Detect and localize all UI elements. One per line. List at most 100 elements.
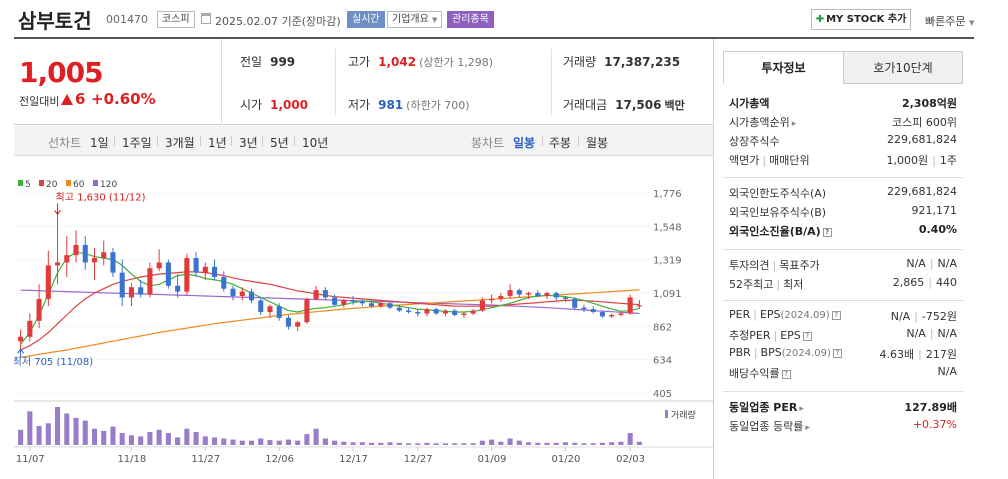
volume-bar	[378, 442, 384, 445]
info-value: 2,865 | 440	[893, 276, 957, 289]
info-row: 상장주식수 229,681,824	[729, 133, 957, 151]
candle-body	[165, 262, 171, 286]
candle-body	[470, 310, 476, 314]
candle-body	[193, 258, 199, 273]
price-box: 1,005 전일대비 6 +0.60%	[14, 39, 222, 125]
tab-invest-info[interactable]: 투자정보	[723, 51, 844, 84]
line-chart-label[interactable]: 선차트	[48, 136, 82, 150]
info-key-label-2: EPS	[759, 308, 781, 321]
info-section-divider	[723, 249, 963, 250]
legend-label: 20	[46, 180, 58, 190]
volume-bar	[138, 436, 144, 445]
volume-bar	[526, 442, 532, 445]
candle-body	[119, 272, 125, 298]
period-divider	[231, 136, 232, 146]
info-row: 외국인한도주식수(A) 229,681,824	[729, 185, 957, 203]
quick-order-dropdown[interactable]: 빠른주문 ▼	[925, 13, 974, 29]
info-value: 229,681,824	[887, 185, 957, 198]
tab-hoga-10[interactable]: 호가10단계	[843, 51, 963, 84]
info-value-1: N/A	[906, 327, 926, 340]
help-icon[interactable]: ?	[831, 311, 841, 320]
period-10y[interactable]: 10년	[302, 136, 329, 150]
stock-chart[interactable]: 5 20 60 120 1,776 1,548 1,319 1,091 862 634 405 최…	[14, 157, 713, 479]
volume-bar	[304, 434, 310, 445]
candle-weekly[interactable]: 주봉	[549, 136, 572, 150]
candle-body	[378, 303, 384, 307]
volume-bar	[553, 442, 559, 445]
candle-body	[128, 287, 134, 298]
period-1y[interactable]: 1년	[208, 136, 227, 150]
x-tick-label: 11/27	[191, 454, 220, 465]
info-key-label: 투자의견	[729, 259, 770, 272]
info-row: 시가총액 2,308억원	[729, 95, 957, 113]
candle-body	[73, 244, 79, 256]
realtime-badge[interactable]: 실시간	[347, 11, 385, 28]
candle-body	[101, 252, 107, 259]
period-3m[interactable]: 3개월	[165, 136, 195, 150]
help-icon[interactable]: ?	[802, 332, 812, 341]
legend-label: 120	[100, 180, 117, 190]
arrow-right-icon[interactable]: ▸	[805, 423, 810, 433]
candle-body	[332, 297, 338, 305]
pipe-separator: |	[928, 276, 932, 289]
candle-body	[599, 312, 605, 317]
period-1w[interactable]: 1주일	[122, 136, 152, 150]
info-value: N/A | N/A	[906, 257, 957, 270]
period-5y[interactable]: 5년	[270, 136, 289, 150]
candle-body	[91, 258, 98, 263]
candle-body	[110, 252, 116, 273]
pipe-separator: |	[776, 278, 781, 291]
volume-bar	[544, 442, 550, 445]
info-key: 액면가 | 매매단위	[729, 152, 810, 168]
arrow-right-icon[interactable]: ▸	[799, 404, 804, 414]
info-value: 229,681,824	[887, 133, 957, 146]
base-date: 2025.02.07 기준(장마감)	[215, 15, 341, 28]
candle-body	[350, 300, 356, 302]
info-row: 외국인보유주식수(B) 921,171	[729, 204, 957, 222]
candle-body	[516, 290, 522, 295]
y-tick-label: 862	[653, 322, 672, 333]
candle-body	[147, 268, 153, 295]
arrow-right-icon[interactable]: ▸	[791, 119, 797, 129]
info-row: 투자의견 | 목표주가 N/A | N/A	[729, 257, 957, 275]
add-mystock-button[interactable]: ✚ MY STOCK 추가	[811, 9, 911, 30]
info-row[interactable]: 동일업종 등락률 ▸ +0.37%	[729, 418, 957, 436]
company-overview-dropdown[interactable]: 기업개요 ▼	[387, 11, 443, 28]
info-row[interactable]: 배당수익률? N/A	[729, 365, 957, 383]
help-icon[interactable]: ?	[781, 370, 791, 379]
candle-body	[267, 306, 273, 313]
volume-bar	[128, 435, 134, 445]
info-row[interactable]: 시가총액순위 ▸ 코스피 600위	[729, 114, 957, 132]
candle-body	[461, 313, 467, 315]
volume: 거래량 17,387,235	[563, 55, 681, 69]
managed-stock-badge: 관리종목	[447, 11, 494, 28]
candle-chart-label[interactable]: 봉차트	[471, 136, 505, 150]
info-value: N/A | N/A	[906, 327, 957, 340]
volume-bar	[387, 442, 393, 445]
info-row[interactable]: 외국인소진율(B/A)? 0.40%	[729, 223, 957, 241]
info-panel: 투자정보 호가10단계 시가총액 2,308억원 시가총액순위 ▸ 코스피 600위 상장…	[713, 39, 963, 479]
period-1d[interactable]: 1일	[90, 136, 109, 150]
info-row[interactable]: 추정PER | EPS? N/A | N/A	[729, 327, 957, 345]
volume-bar	[91, 428, 98, 445]
legend-swatch	[93, 180, 98, 186]
period-divider	[294, 136, 295, 146]
info-key-label: 액면가	[729, 154, 760, 167]
volume-bar	[627, 433, 633, 445]
info-key: 상장주식수	[729, 133, 780, 149]
info-row[interactable]: PBR | BPS(2024.09)? 4.63배 | 217원	[729, 346, 957, 364]
candle-daily[interactable]: 일봉	[513, 136, 536, 150]
panel-divider	[713, 39, 714, 479]
candles	[18, 214, 642, 350]
period-3y[interactable]: 3년	[239, 136, 258, 150]
help-icon[interactable]: ?	[822, 228, 832, 237]
candle-body	[212, 266, 218, 278]
info-row[interactable]: PER | EPS(2024.09)? N/A | -752원	[729, 308, 957, 326]
help-icon[interactable]: ?	[832, 349, 842, 358]
info-row[interactable]: 동일업종 PER ▸ 127.89배	[729, 399, 957, 417]
candle-body	[36, 298, 42, 321]
info-value-1: 2,865	[892, 276, 925, 289]
candle-monthly[interactable]: 월봉	[586, 136, 609, 150]
chart-legend: 5 20 60 120	[18, 180, 117, 190]
volume-bar	[516, 440, 522, 445]
